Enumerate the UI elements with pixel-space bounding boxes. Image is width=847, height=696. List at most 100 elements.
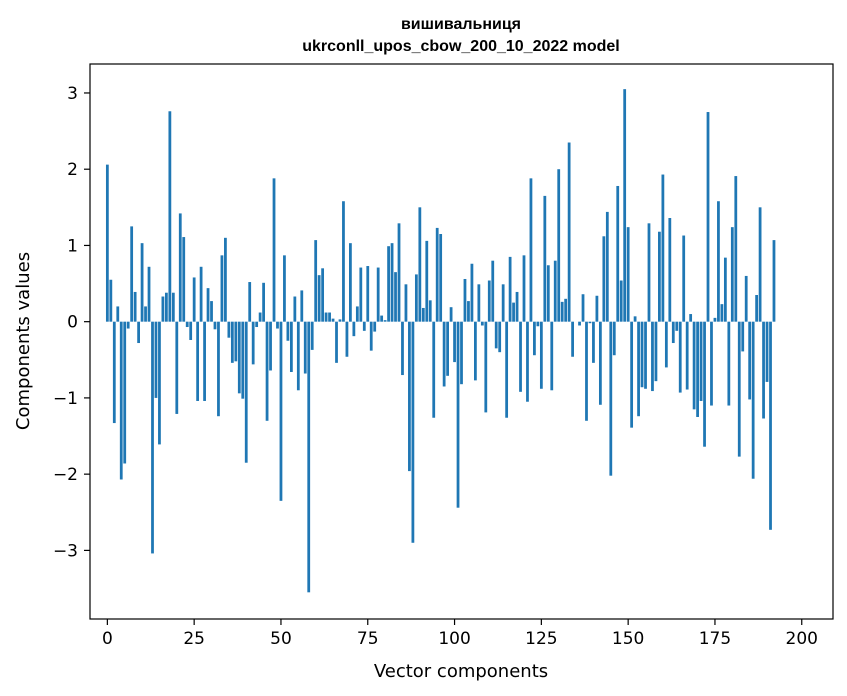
bar: [744, 275, 748, 322]
bar: [289, 321, 293, 372]
bar: [678, 321, 682, 393]
bar: [588, 321, 592, 324]
bar: [616, 185, 620, 322]
bar: [550, 321, 554, 391]
x-tick-label: 125: [525, 629, 557, 649]
bar: [449, 307, 453, 322]
x-tick-label: 100: [438, 629, 470, 649]
bar: [189, 321, 193, 340]
bar: [737, 321, 741, 457]
bar: [105, 164, 109, 322]
bar: [352, 321, 356, 337]
bar: [161, 296, 165, 322]
bar: [470, 263, 474, 322]
bar: [387, 246, 390, 322]
bar: [321, 268, 325, 322]
bar: [741, 321, 745, 352]
bar: [262, 282, 265, 322]
bar: [682, 235, 686, 322]
y-tick-label: −3: [53, 541, 78, 561]
bar: [460, 321, 463, 385]
bar: [279, 321, 283, 501]
bar: [220, 255, 224, 322]
plot-frame: [89, 63, 834, 620]
bar: [418, 207, 422, 322]
bar: [592, 321, 595, 363]
y-axis: −3 −2 −1 0 1 2 3: [53, 84, 90, 561]
bar: [112, 321, 116, 424]
y-tick-label: 0: [67, 313, 78, 333]
bar: [703, 321, 706, 447]
bar: [512, 302, 515, 322]
bar: [248, 282, 252, 322]
bar: [640, 321, 644, 388]
y-tick-label: −1: [53, 389, 78, 409]
bar: [178, 213, 182, 322]
y-tick-label: −2: [53, 465, 78, 485]
bar: [543, 195, 547, 322]
bar: [255, 321, 259, 328]
bar: [366, 266, 370, 322]
x-tick-label: 175: [699, 629, 731, 649]
bar: [133, 291, 137, 322]
bar: [414, 274, 418, 322]
chart-title: вишивальниця: [401, 16, 521, 33]
bar: [598, 321, 602, 405]
bar: [224, 237, 227, 322]
bar: [585, 321, 588, 421]
bar: [758, 207, 762, 322]
y-tick-label: 2: [67, 160, 78, 180]
x-tick-label: 0: [102, 629, 113, 649]
bar: [602, 236, 606, 322]
bar: [203, 321, 206, 401]
bar: [293, 296, 297, 322]
bar: [164, 292, 168, 322]
bar: [633, 316, 637, 322]
bar: [251, 321, 255, 365]
bar: [581, 294, 585, 322]
bar: [626, 227, 630, 322]
bar: [637, 321, 640, 417]
bar: [130, 226, 134, 322]
bar: [647, 223, 651, 322]
bar: [557, 169, 561, 322]
bar: [258, 312, 262, 322]
bar: [401, 321, 404, 376]
bar: [345, 321, 349, 357]
bar: [748, 321, 752, 400]
bar: [126, 321, 130, 329]
bar: [269, 321, 272, 371]
bar: [689, 314, 693, 322]
bar: [546, 265, 550, 322]
bar: [421, 307, 425, 322]
bar: [727, 321, 731, 406]
bar: [560, 301, 564, 322]
bar: [567, 142, 571, 322]
bar: [237, 321, 241, 394]
bar: [456, 321, 460, 508]
bar: [137, 321, 140, 344]
bar: [595, 295, 599, 322]
bar: [730, 227, 734, 322]
bar: [755, 295, 759, 322]
bar: [658, 231, 661, 322]
bar: [515, 291, 519, 322]
bar: [671, 321, 675, 344]
bar: [109, 279, 113, 322]
bar: [605, 211, 609, 322]
bar: [696, 321, 699, 417]
x-axis-label: Vector components: [374, 661, 548, 682]
bar: [171, 292, 175, 322]
bar: [664, 321, 668, 368]
bar: [522, 255, 526, 322]
bar: [474, 321, 477, 381]
x-axis: 0 25 50 75 100 125 150 175 200: [102, 619, 818, 649]
bar: [463, 278, 467, 322]
bar: [491, 260, 495, 322]
bar: [644, 321, 647, 389]
bar: [717, 201, 720, 322]
bar: [692, 321, 696, 410]
bar: [168, 111, 172, 322]
bar: [699, 321, 703, 401]
bar: [217, 321, 220, 417]
